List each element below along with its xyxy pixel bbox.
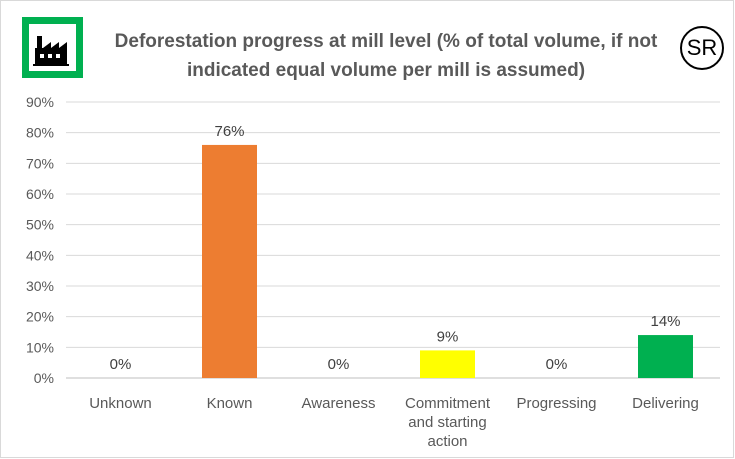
data-label: 0%	[328, 356, 350, 373]
y-tick-label: 10%	[26, 339, 54, 355]
bar	[202, 144, 257, 378]
bar	[420, 350, 475, 378]
x-tick-label: Unknown	[89, 395, 152, 412]
chart-title-line-2: indicated equal volume per mill is assum…	[186, 60, 586, 81]
data-label: 14%	[650, 313, 680, 330]
y-tick-label: 30%	[26, 278, 54, 294]
data-label: 0%	[110, 356, 132, 373]
chart-title-line-1: Deforestation progress at mill level (% …	[114, 31, 658, 52]
x-tick-label: Known	[207, 395, 253, 412]
y-tick-label: 80%	[26, 125, 54, 141]
y-tick-label: 20%	[26, 309, 54, 325]
y-tick-label: 90%	[26, 94, 54, 110]
y-tick-label: 70%	[26, 155, 54, 171]
factory-icon	[33, 36, 69, 66]
sr-badge: SR	[680, 26, 724, 70]
x-tick-label: Awareness	[302, 395, 376, 412]
x-tick-label: and starting	[408, 414, 486, 431]
x-tick-label: Delivering	[632, 395, 699, 412]
x-tick-label: action	[427, 433, 467, 450]
y-tick-label: 50%	[26, 217, 54, 233]
y-tick-label: 0%	[34, 370, 54, 386]
x-tick-label: Progressing	[516, 395, 596, 412]
data-label: 9%	[437, 328, 459, 345]
x-tick-label: Commitment	[405, 395, 491, 412]
y-tick-label: 40%	[26, 247, 54, 263]
data-label: 76%	[214, 123, 244, 140]
bar	[638, 335, 693, 378]
data-label: 0%	[546, 356, 568, 373]
y-tick-label: 60%	[26, 186, 54, 202]
logo	[22, 17, 83, 78]
chart-title: Deforestation progress at mill level (% …	[96, 27, 676, 85]
